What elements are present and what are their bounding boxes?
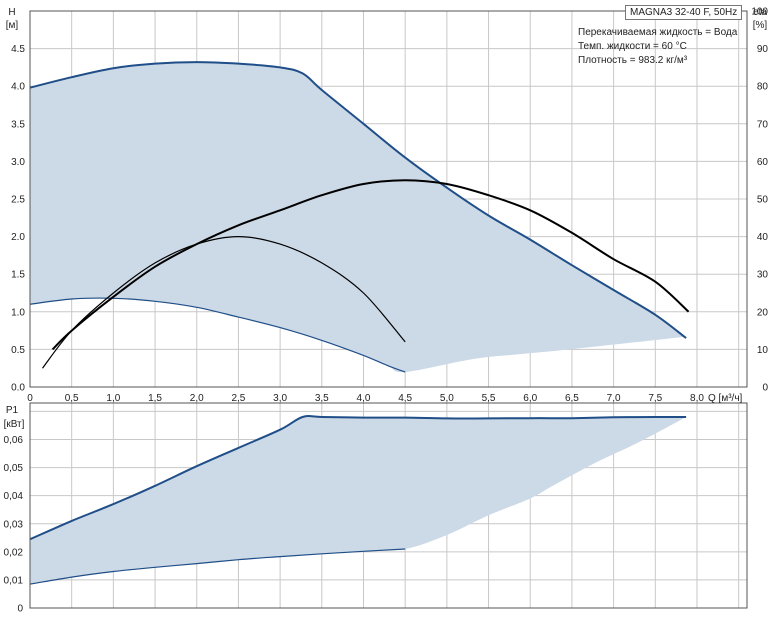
- x-tick-label: 6,0: [523, 393, 537, 404]
- x-tick-label: 7,0: [607, 393, 621, 404]
- efficiency-curve-eta-min: [42, 235, 406, 369]
- x-tick-label: 0: [27, 393, 33, 404]
- x-tick-label: 1,5: [148, 393, 162, 404]
- x-tick-label: 5,0: [440, 393, 454, 404]
- y-tick-label-left: 3.0: [11, 157, 25, 168]
- y-tick-label-right: 50: [757, 195, 769, 206]
- x-tick-label: 0,5: [65, 393, 79, 404]
- y-axis-label-left: H: [8, 7, 15, 18]
- y-tick-label-right: 40: [757, 232, 769, 243]
- y-tick-label-right: 10: [757, 345, 769, 356]
- x-tick-label: 7,5: [648, 393, 662, 404]
- y-tick-label-power: 0,06: [4, 435, 24, 446]
- y-tick-label-right: 60: [757, 157, 769, 168]
- y-tick-label-left: 4.5: [11, 44, 25, 55]
- y-tick-label-left: 4.0: [11, 82, 25, 93]
- x-tick-label: 3,5: [315, 393, 329, 404]
- max-power-curve: [29, 415, 687, 541]
- y-tick-label-power: 0,04: [4, 491, 24, 502]
- x-tick-label: 1,0: [106, 393, 120, 404]
- info-line-density: Плотность = 983.2 кг/м³: [578, 55, 688, 66]
- info-line-fluid: Перекачиваемая жидкость = Вода: [578, 27, 738, 38]
- y-axis-label-power: P1: [6, 405, 19, 416]
- x-tick-label: 2,0: [190, 393, 204, 404]
- y-tick-label-power: 0: [17, 604, 23, 615]
- y-tick-label-right: 90: [757, 44, 769, 55]
- y-tick-label-power: 0,05: [4, 463, 24, 474]
- y-tick-label-left: 0.5: [11, 345, 25, 356]
- x-tick-label: 8,0: [690, 393, 704, 404]
- y-tick-label-right: 0: [762, 383, 768, 394]
- x-tick-label: 2,5: [231, 393, 245, 404]
- x-tick-label: 4,0: [357, 393, 371, 404]
- max-head-curve: [29, 61, 687, 339]
- x-tick-label: 4,5: [398, 393, 412, 404]
- y-tick-label-right: 100: [751, 7, 768, 18]
- y-tick-label-power: 0,03: [4, 519, 24, 530]
- y-axis-unit-left: [м]: [6, 20, 19, 31]
- min-power-curve: [29, 548, 406, 585]
- x-tick-label: 6,5: [565, 393, 579, 404]
- top-plot-frame: [29, 10, 748, 388]
- y-tick-label-left: 1.5: [11, 270, 25, 281]
- x-tick-label: 3,0: [273, 393, 287, 404]
- y-tick-label-left: 2.0: [11, 232, 25, 243]
- x-tick-label: 5,5: [482, 393, 496, 404]
- y-tick-label-left: 2.5: [11, 195, 25, 206]
- y-axis-label-right: eta: [753, 7, 767, 18]
- y-tick-label-right: 80: [757, 82, 769, 93]
- efficiency-curve-eta-max: [51, 179, 690, 351]
- y-tick-label-left: 0.0: [11, 383, 25, 394]
- working-area-head: [30, 62, 687, 373]
- y-tick-label-power: 0,02: [4, 547, 24, 558]
- info-line-temperature: Темп. жидкости = 60 °C: [578, 41, 687, 52]
- y-tick-label-left: 1.0: [11, 307, 25, 318]
- x-axis-label: Q [м³/ч]: [708, 393, 743, 404]
- model-label: MAGNA3 32-40 F, 50Hz: [625, 5, 743, 20]
- min-head-curve: [29, 297, 406, 373]
- y-tick-label-left: 3.5: [11, 119, 25, 130]
- y-axis-unit-power: [кВт]: [4, 419, 25, 430]
- bottom-plot-frame: [29, 402, 748, 609]
- y-tick-label-right: 30: [757, 270, 769, 281]
- y-tick-label-power: 0,01: [4, 575, 24, 586]
- y-tick-label-right: 70: [757, 119, 769, 130]
- y-axis-unit-right: [%]: [753, 20, 768, 31]
- y-tick-label-right: 20: [757, 307, 769, 318]
- working-area-power: [30, 416, 687, 585]
